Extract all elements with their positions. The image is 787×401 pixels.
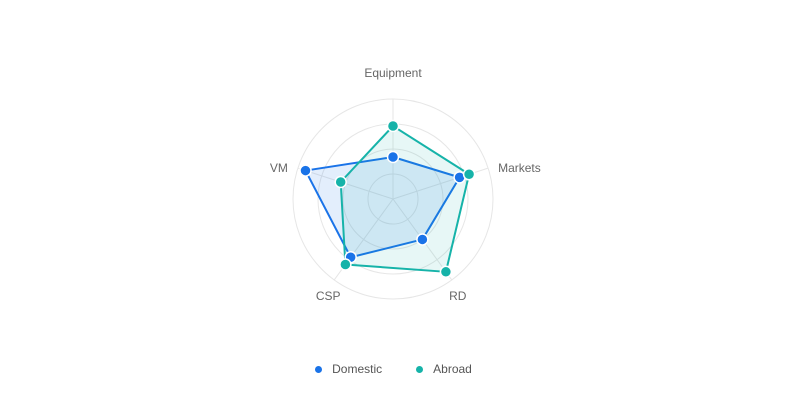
- axis-label-rd: RD: [449, 289, 467, 303]
- data-point-domestic-rd: [416, 233, 429, 246]
- legend-label-domestic: Domestic: [332, 362, 383, 376]
- data-point-domestic-vm: [299, 164, 312, 177]
- radar-axis-labels: Equipment Markets RD CSP VM: [270, 66, 541, 303]
- chart-legend: Domestic Abroad: [0, 362, 787, 376]
- legend-item-domestic[interactable]: Domestic: [315, 362, 382, 376]
- axis-label-equipment: Equipment: [364, 66, 422, 80]
- axis-label-markets: Markets: [498, 161, 541, 175]
- data-point-abroad-markets: [462, 168, 476, 181]
- legend-label-abroad: Abroad: [433, 362, 472, 376]
- legend-item-abroad[interactable]: Abroad: [416, 362, 472, 376]
- radar-series: [299, 119, 476, 279]
- legend-marker-domestic: [315, 365, 323, 373]
- data-point-abroad-rd: [439, 265, 453, 279]
- data-point-abroad-csp: [339, 258, 352, 271]
- axis-label-vm: VM: [270, 161, 288, 175]
- data-point-domestic-equipment: [386, 150, 400, 164]
- data-point-abroad-equipment: [386, 119, 400, 133]
- data-point-abroad-vm: [334, 175, 347, 189]
- legend-marker-abroad: [416, 365, 424, 373]
- axis-label-csp: CSP: [316, 289, 341, 303]
- series-area-abroad: [339, 125, 471, 273]
